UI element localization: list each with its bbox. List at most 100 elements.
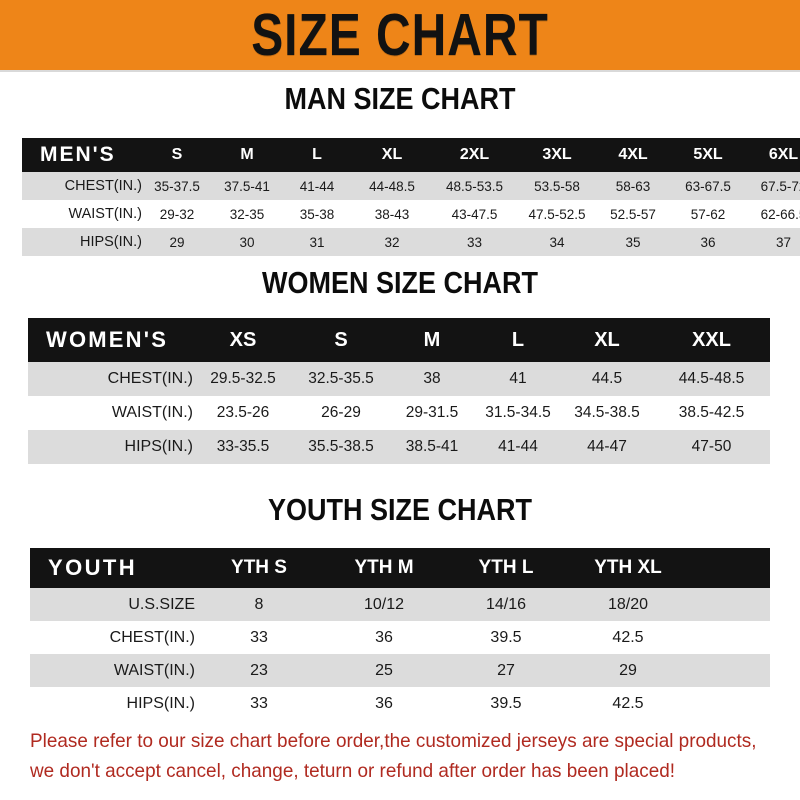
men-chest-3: 44-48.5 [369,178,415,194]
women-corner-label: WOMEN'S [46,327,169,352]
men-hips-6: 35 [625,234,641,250]
women-size-col-2: M [423,328,441,351]
youth-hips-1: 36 [375,694,393,712]
youth-ussize-0: 8 [254,595,264,613]
women-waist-2: 29-31.5 [405,404,459,421]
youth-ussize-spacer [689,588,770,621]
youth-waist-2: 27 [497,661,515,679]
men-waist-2: 35-38 [299,206,335,222]
women-hips-5: 47-50 [691,438,732,455]
men-size-col-1: M [240,146,254,163]
footer-disclaimer: Please refer to our size chart before or… [30,726,759,786]
men-chest-1: 37.5-41 [224,178,270,194]
men-waist-4: 43-47.5 [451,206,498,222]
men-chest-2: 41-44 [299,178,335,194]
section-title-man: MAN SIZE CHART [284,82,516,116]
men-hips-5: 34 [549,234,565,250]
table-row: U.S.SIZE 8 10/12 14/16 18/20 [30,588,770,621]
men-size-col-2: L [312,146,322,163]
women-waist-3: 31.5-34.5 [485,404,551,421]
women-chest-1: 32.5-35.5 [308,370,374,387]
men-size-col-5: 3XL [542,146,572,163]
youth-size-table: YOUTH YTH S YTH M YTH L YTH XL U.S.SIZE … [30,548,770,720]
women-row-label-chest: CHEST(IN.) [107,370,193,387]
youth-chest-spacer [689,621,770,654]
youth-size-col-3: YTH XL [594,557,662,578]
youth-hips-2: 39.5 [490,694,522,712]
youth-hips-3: 42.5 [612,694,644,712]
men-waist-1: 32-35 [229,206,265,222]
youth-row-label-hips: HIPS(IN.) [126,694,195,712]
table-row: HIPS(IN.) 29 30 31 32 33 34 35 36 37 [22,228,800,256]
youth-size-col-2: YTH L [478,557,534,578]
youth-waist-0: 23 [250,661,268,679]
section-title-women: WOMEN SIZE CHART [262,266,538,300]
women-size-col-3: L [511,328,525,351]
men-hips-2: 31 [309,234,325,250]
men-row-label-chest: CHEST(IN.) [64,178,142,194]
women-waist-4: 34.5-38.5 [574,404,640,421]
men-waist-5: 47.5-52.5 [528,206,586,222]
table-row: CHEST(IN.) 29.5-32.5 32.5-35.5 38 41 44.… [28,362,770,396]
table-row: CHEST(IN.) 35-37.5 37.5-41 41-44 44-48.5… [22,172,800,200]
men-waist-7: 57-62 [690,206,726,222]
section-title-youth: YOUTH SIZE CHART [267,493,532,527]
youth-size-col-spacer [689,548,770,588]
men-row-label-hips: HIPS(IN.) [79,234,142,250]
women-chest-3: 41 [509,370,527,387]
youth-table-header-row: YOUTH YTH S YTH M YTH L YTH XL [30,548,770,588]
women-size-col-0: XS [229,328,257,351]
women-waist-1: 26-29 [321,404,361,421]
men-chest-0: 35-37.5 [154,178,200,194]
youth-row-label-waist: WAIST(IN.) [113,661,195,679]
youth-ussize-3: 18/20 [607,595,649,613]
youth-chest-3: 42.5 [612,628,644,646]
women-size-col-5: XXL [692,328,731,351]
women-chest-2: 38 [423,370,441,387]
men-waist-6: 52.5-57 [610,206,656,222]
men-hips-7: 36 [700,234,716,250]
youth-row-label-chest: CHEST(IN.) [109,628,195,646]
men-waist-8: 62-66.5 [760,206,800,222]
men-chest-4: 48.5-53.5 [445,178,504,194]
men-size-col-8: 6XL [768,146,799,163]
women-size-col-1: S [334,328,348,351]
men-hips-1: 30 [239,234,255,250]
page-banner: SIZE CHART [0,0,800,72]
youth-size-col-1: YTH M [354,557,414,578]
women-chest-0: 29.5-32.5 [210,370,276,387]
footer-line-1: Please refer to our size chart before or… [30,730,757,752]
women-waist-0: 23.5-26 [216,404,270,421]
table-row: WAIST(IN.) 29-32 32-35 35-38 38-43 43-47… [22,200,800,228]
women-size-col-4: XL [594,328,620,351]
men-chest-5: 53.5-58 [534,178,580,194]
footer-line-2: we don't accept cancel, change, teturn o… [30,760,676,782]
men-waist-3: 38-43 [374,206,410,222]
table-row: WAIST(IN.) 23.5-26 26-29 29-31.5 31.5-34… [28,396,770,430]
women-row-label-hips: HIPS(IN.) [124,438,193,455]
table-row: HIPS(IN.) 33-35.5 35.5-38.5 38.5-41 41-4… [28,430,770,464]
women-row-label-waist: WAIST(IN.) [111,404,193,421]
men-size-col-7: 5XL [693,146,723,163]
women-hips-3: 41-44 [498,438,538,455]
women-size-table: WOMEN'S XS S M L XL XXL CHEST(IN.) 29.5-… [28,318,770,464]
table-row: CHEST(IN.) 33 36 39.5 42.5 [30,621,770,654]
youth-ussize-2: 14/16 [485,595,527,613]
youth-row-label-ussize: U.S.SIZE [128,595,195,613]
men-size-col-4: 2XL [459,146,490,163]
men-size-col-3: XL [381,146,403,163]
page-title: SIZE CHART [251,1,549,69]
women-chest-5: 44.5-48.5 [678,370,745,387]
women-hips-2: 38.5-41 [405,438,459,455]
youth-chest-2: 39.5 [490,628,522,646]
women-hips-4: 44-47 [587,438,627,455]
men-row-label-waist: WAIST(IN.) [68,206,142,222]
table-row: HIPS(IN.) 33 36 39.5 42.5 [30,687,770,720]
women-waist-5: 38.5-42.5 [678,404,745,421]
youth-waist-3: 29 [619,661,637,679]
women-table-header-row: WOMEN'S XS S M L XL XXL [28,318,770,362]
men-waist-0: 29-32 [159,206,195,222]
youth-hips-0: 33 [250,694,268,712]
men-size-col-6: 4XL [618,146,648,163]
youth-ussize-1: 10/12 [363,595,405,613]
